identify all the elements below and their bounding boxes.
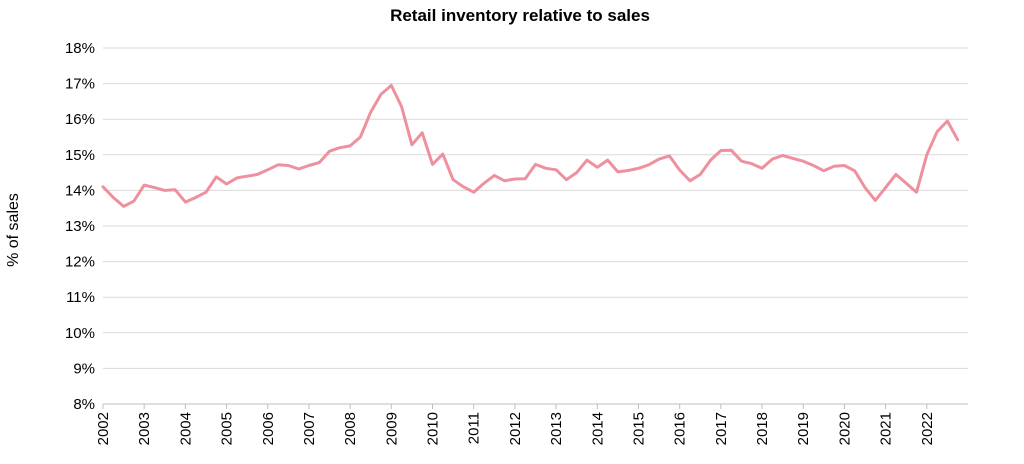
x-tick-label: 2022: [919, 412, 936, 445]
x-tick-label: 2017: [713, 412, 730, 445]
series-layer: [101, 83, 960, 208]
x-tick-label: 2002: [95, 412, 112, 445]
x-tick-label: 2009: [383, 412, 400, 445]
x-tick-label: 2015: [630, 412, 647, 445]
x-tick-label: 2020: [836, 412, 853, 445]
y-tick-label: 17%: [65, 76, 95, 93]
y-tick-label: 16%: [65, 111, 95, 128]
x-tick-label: 2006: [260, 412, 277, 445]
y-tick-layer: 8% 9% 10% 11% 12% 13% 14% 15% 16% 17% 18%: [65, 40, 95, 413]
series-line: [101, 83, 960, 208]
x-tick-label: 2005: [219, 412, 236, 445]
x-tick-label: 2019: [795, 412, 812, 445]
x-tick-label: 2014: [589, 412, 606, 445]
x-tick-label: 2004: [177, 412, 194, 445]
x-tick-label: 2016: [672, 412, 689, 445]
x-tick-label: 2003: [136, 412, 153, 445]
y-tick-label: 12%: [65, 254, 95, 271]
x-tick-label: 2018: [754, 412, 771, 445]
grid-layer: [103, 47, 968, 405]
y-tick-label: 10%: [65, 325, 95, 342]
y-tick-label: 13%: [65, 218, 95, 235]
y-tick-label: 14%: [65, 182, 95, 199]
x-tick-label: 2011: [466, 412, 483, 444]
y-tick-label: 11%: [66, 289, 95, 306]
y-tick-label: 18%: [65, 40, 95, 57]
x-tick-label: 2010: [425, 412, 442, 445]
x-tick-layer: 2002 2003 2004 2005 2006 2007 2008 2009 2010 2011…: [95, 404, 936, 445]
y-tick-label: 9%: [73, 360, 95, 377]
y-tick-label: 8%: [73, 396, 95, 413]
x-tick-label: 2013: [548, 412, 565, 445]
chart-title: Retail inventory relative to sales: [390, 6, 650, 25]
y-tick-label: 15%: [65, 147, 95, 164]
x-tick-label: 2021: [878, 412, 895, 445]
x-tick-label: 2007: [301, 412, 318, 445]
x-tick-label: 2012: [507, 412, 524, 445]
x-tick-label: 2008: [342, 412, 359, 445]
